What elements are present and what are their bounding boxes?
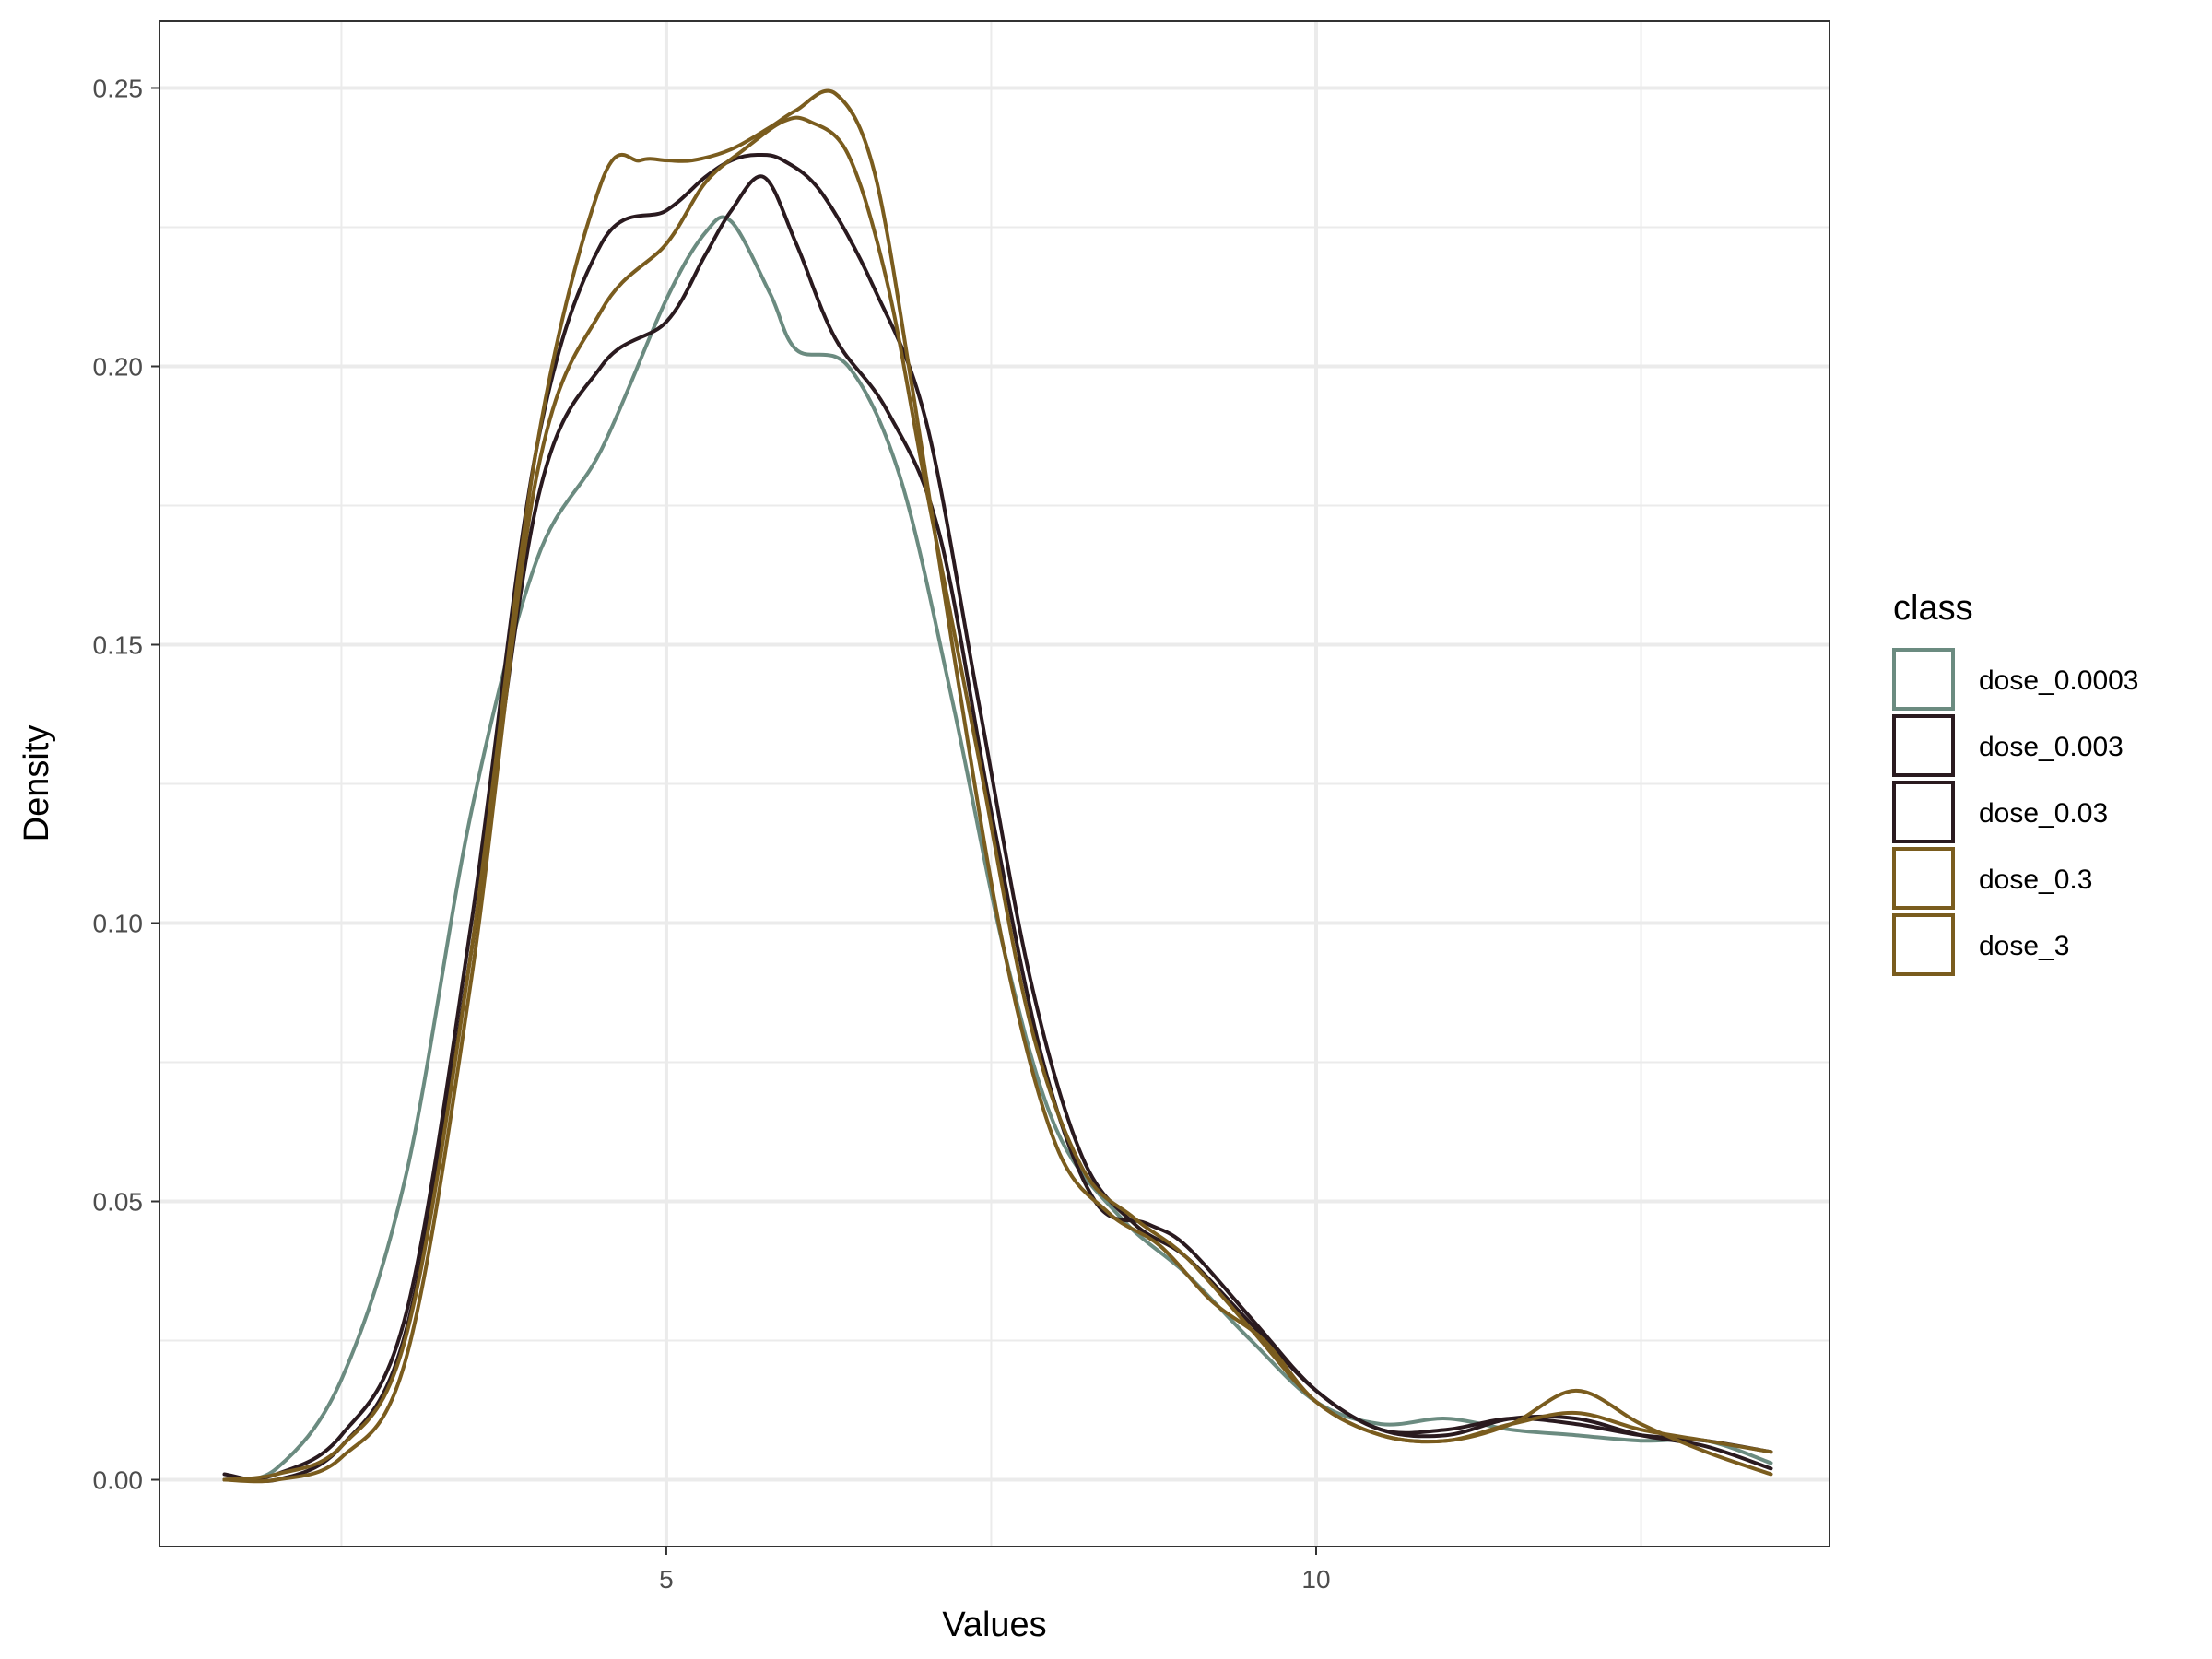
- x-tick-label: 10: [1301, 1565, 1330, 1594]
- legend: class dose_0.0003dose_0.003dose_0.03dose…: [1892, 589, 2139, 976]
- y-tick-label: 0.00: [93, 1466, 144, 1495]
- y-axis-ticks: 0.00 0.05 0.10 0.15 0.20 0.25: [93, 74, 159, 1495]
- legend-label: dose_0.003: [1979, 732, 2124, 762]
- legend-key: [1892, 913, 1955, 976]
- legend-label: dose_0.03: [1979, 798, 2108, 829]
- y-tick-label: 0.10: [93, 910, 144, 938]
- legend-key: [1892, 648, 1955, 711]
- legend-title: class: [1893, 589, 1973, 628]
- legend-item: dose_0.03: [1892, 781, 2108, 843]
- series-line-dose-0-0003: [222, 215, 1773, 1482]
- y-axis-title: Density: [18, 725, 56, 842]
- x-axis-title: Values: [942, 1606, 1046, 1644]
- legend-items: dose_0.0003 dose_0.003 dose_0.03 dose_0.3do…: [1892, 648, 2139, 976]
- y-tick-label: 0.05: [93, 1188, 144, 1217]
- legend-item: dose_0.3: [1892, 847, 2092, 910]
- legend-item: dose_3: [1892, 913, 2069, 976]
- legend-item: dose_0.003: [1892, 714, 2124, 777]
- x-tick-label: 5: [659, 1565, 674, 1594]
- y-tick-label: 0.20: [93, 352, 144, 381]
- legend-label: dose_0.3: [1979, 865, 2092, 895]
- plot-panel-border: [159, 20, 1830, 1547]
- legend-item: dose_0.0003: [1892, 648, 2139, 711]
- y-tick-label: 0.15: [93, 630, 144, 659]
- legend-label: dose_3: [1979, 931, 2069, 961]
- legend-key: [1892, 714, 1955, 777]
- legend-key: [1892, 781, 1955, 843]
- density-curves: [222, 88, 1773, 1484]
- legend-key: [1892, 847, 1955, 910]
- x-axis-ticks: 5 10: [659, 1547, 1331, 1594]
- y-tick-label: 0.25: [93, 74, 144, 102]
- legend-label: dose_0.0003: [1979, 665, 2139, 696]
- series-line-dose-3: [222, 115, 1773, 1484]
